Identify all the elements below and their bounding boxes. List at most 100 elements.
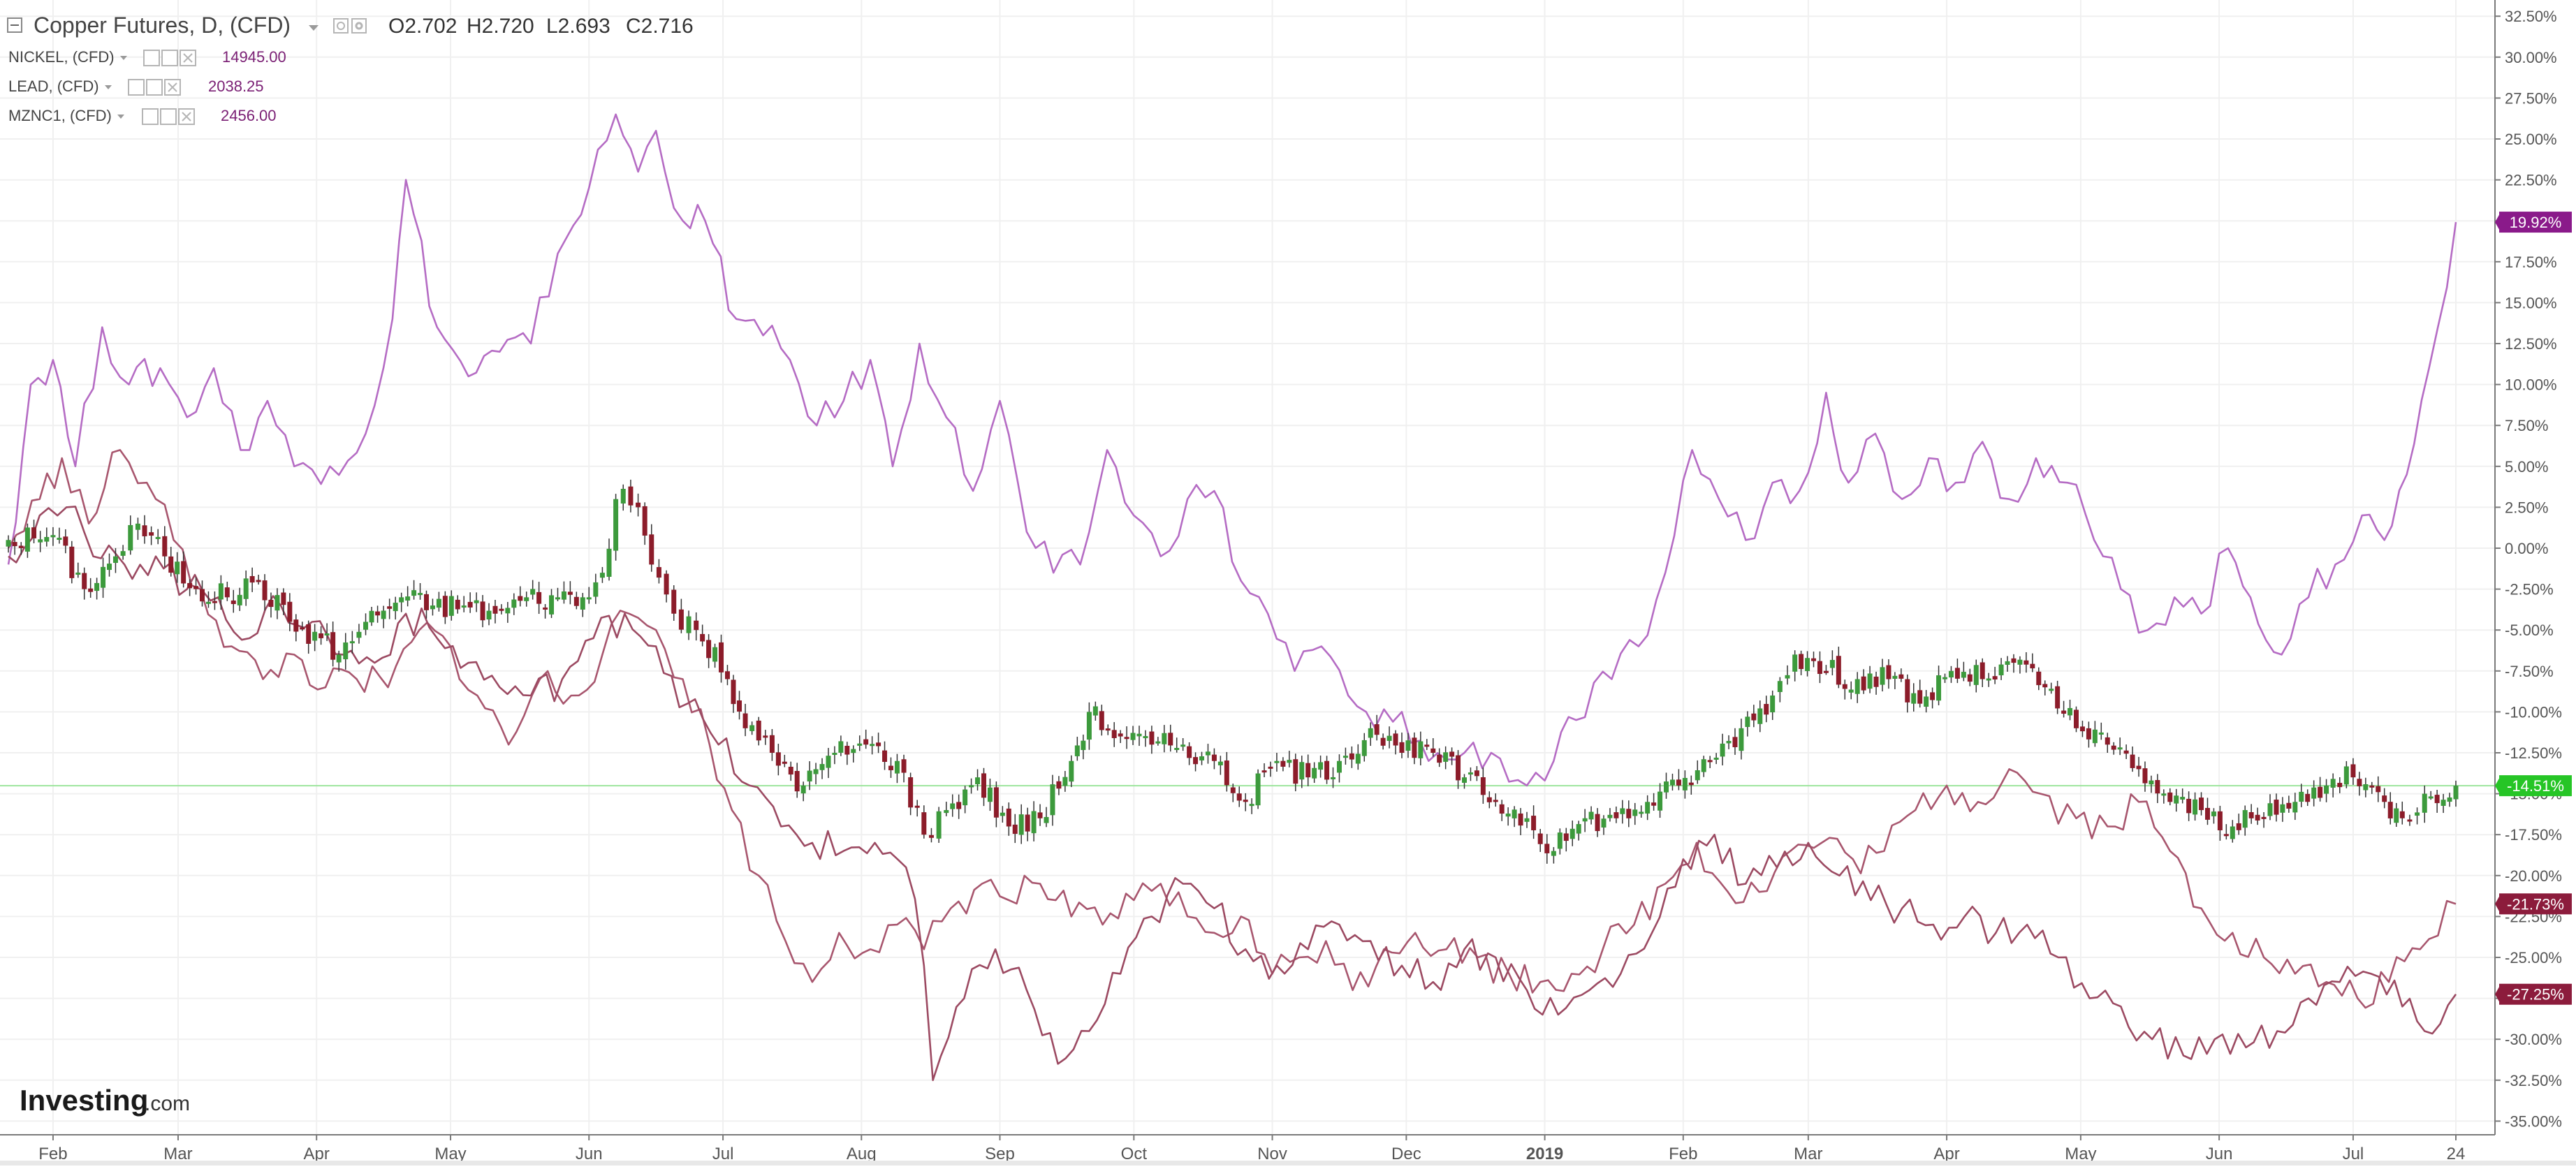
candle[interactable]: [2073, 706, 2079, 733]
candle[interactable]: [1480, 767, 1486, 804]
candle[interactable]: [664, 570, 669, 603]
candle[interactable]: [769, 729, 775, 761]
candle[interactable]: [1130, 726, 1136, 745]
candle[interactable]: [775, 744, 781, 776]
candle[interactable]: [2174, 788, 2179, 812]
candle[interactable]: [1261, 763, 1267, 778]
candle[interactable]: [567, 581, 573, 605]
candle[interactable]: [2036, 667, 2042, 691]
candle[interactable]: [706, 634, 712, 668]
candle[interactable]: [1688, 775, 1694, 795]
candle[interactable]: [1474, 766, 1479, 781]
series-line-lead[interactable]: [7, 449, 2457, 1009]
candle[interactable]: [1873, 671, 1879, 695]
candle[interactable]: [1249, 798, 1254, 814]
candle[interactable]: [1924, 690, 1929, 713]
candle[interactable]: [2350, 758, 2356, 785]
candle[interactable]: [1626, 800, 1632, 828]
candle[interactable]: [1751, 705, 1757, 728]
candle[interactable]: [1785, 665, 1790, 685]
candle[interactable]: [38, 531, 43, 552]
candle[interactable]: [399, 592, 404, 612]
candle[interactable]: [1268, 761, 1273, 777]
candle[interactable]: [936, 807, 942, 843]
candle[interactable]: [1168, 724, 1173, 752]
candle[interactable]: [851, 745, 856, 763]
candle[interactable]: [287, 593, 293, 631]
candle[interactable]: [275, 588, 280, 619]
candle[interactable]: [387, 598, 393, 619]
candle[interactable]: [2155, 774, 2160, 803]
candle[interactable]: [2105, 733, 2110, 753]
eye-icon[interactable]: [142, 108, 159, 125]
candle[interactable]: [686, 610, 691, 640]
candle[interactable]: [1898, 668, 1904, 682]
candle[interactable]: [1012, 814, 1018, 844]
candle[interactable]: [2407, 814, 2413, 826]
candle[interactable]: [1456, 750, 1461, 789]
candle[interactable]: [2149, 775, 2154, 793]
candle[interactable]: [749, 721, 755, 735]
candle[interactable]: [1669, 773, 1675, 791]
candle[interactable]: [987, 778, 993, 811]
candle[interactable]: [1393, 730, 1398, 755]
candle[interactable]: [586, 587, 592, 604]
candle[interactable]: [1468, 767, 1473, 781]
overlay-legend-lead[interactable]: LEAD, (CFD) 2038.25: [8, 78, 264, 96]
candle[interactable]: [268, 592, 274, 618]
candle[interactable]: [2136, 756, 2142, 777]
candle[interactable]: [1664, 772, 1669, 799]
candle[interactable]: [1437, 748, 1442, 767]
candle[interactable]: [230, 589, 236, 613]
candle[interactable]: [993, 781, 999, 828]
candle[interactable]: [1607, 808, 1613, 822]
candle[interactable]: [1732, 728, 1738, 755]
candle[interactable]: [1917, 679, 1923, 708]
candle[interactable]: [921, 805, 927, 839]
candle[interactable]: [2024, 652, 2029, 673]
candle[interactable]: [1162, 725, 1167, 753]
candle[interactable]: [2161, 789, 2167, 804]
candle[interactable]: [901, 754, 907, 783]
candle[interactable]: [2117, 737, 2123, 756]
candle[interactable]: [1695, 760, 1700, 784]
candle[interactable]: [2324, 779, 2329, 802]
candle[interactable]: [281, 588, 286, 615]
candle[interactable]: [1639, 805, 1644, 818]
candle[interactable]: [1230, 784, 1236, 802]
candle[interactable]: [423, 590, 429, 619]
candle[interactable]: [1817, 651, 1822, 684]
series-line-nickel[interactable]: [7, 113, 2457, 787]
candle[interactable]: [593, 573, 599, 604]
candle[interactable]: [448, 590, 454, 621]
candle[interactable]: [181, 551, 186, 588]
candle[interactable]: [381, 605, 386, 628]
close-icon[interactable]: [178, 108, 195, 125]
candle[interactable]: [1099, 705, 1104, 736]
candle[interactable]: [1829, 650, 1835, 676]
candle[interactable]: [800, 781, 806, 802]
candle[interactable]: [393, 596, 398, 620]
candle[interactable]: [2098, 722, 2104, 740]
candle[interactable]: [2305, 789, 2311, 807]
candle[interactable]: [312, 624, 318, 652]
candle[interactable]: [1486, 791, 1492, 809]
candle[interactable]: [2363, 777, 2369, 797]
candle[interactable]: [2086, 721, 2091, 748]
candle[interactable]: [1886, 659, 1891, 689]
candle[interactable]: [1149, 726, 1155, 754]
candle[interactable]: [807, 761, 812, 791]
candle[interactable]: [256, 574, 261, 585]
candle[interactable]: [1582, 809, 1588, 832]
candle[interactable]: [1031, 801, 1037, 841]
chevron-down-icon[interactable]: [105, 85, 112, 89]
candle[interactable]: [2337, 777, 2343, 793]
candle[interactable]: [2255, 807, 2260, 825]
candle[interactable]: [356, 624, 362, 644]
candle[interactable]: [306, 620, 312, 654]
candle[interactable]: [894, 753, 900, 784]
chevron-down-icon[interactable]: [309, 25, 319, 31]
candle[interactable]: [1524, 811, 1530, 828]
candle[interactable]: [876, 733, 881, 753]
candle[interactable]: [375, 605, 381, 623]
